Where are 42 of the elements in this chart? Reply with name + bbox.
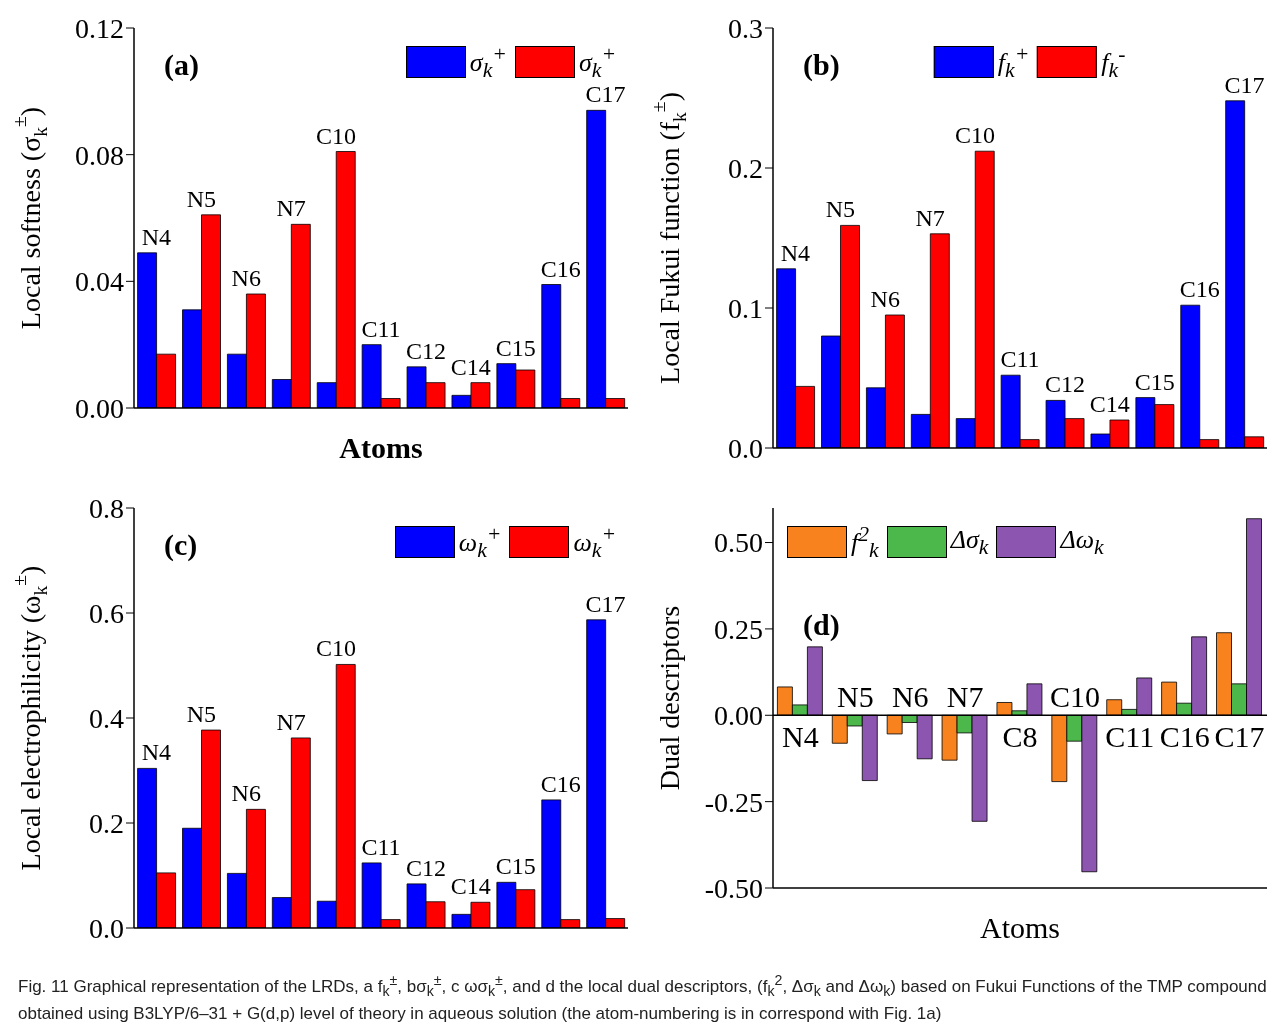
legend-label: Δσ$_{k}$: [950, 524, 989, 561]
y-tick-label: 0.12: [75, 12, 124, 44]
category-label: N5: [837, 680, 874, 714]
y-tick-label: 0.00: [714, 700, 763, 732]
x-axis-title: Atoms: [339, 431, 423, 464]
y-tick-label: 0.0: [89, 912, 124, 944]
category-label: C14: [1089, 391, 1130, 417]
category-label: N6: [891, 680, 929, 714]
annotation: (a): [164, 48, 199, 82]
x-tick-label: C12: [405, 337, 446, 364]
y-tick-label: 0.2: [728, 152, 763, 184]
y-tick-label: 0.4: [89, 702, 124, 734]
y-tick-label: 0.08: [75, 139, 124, 171]
y-tick-label: 0.8: [89, 492, 124, 524]
y-tick-label: 0.2: [89, 807, 124, 839]
y-tick-label: 0.25: [714, 613, 763, 645]
y-tick-label: 0.1: [728, 292, 763, 324]
y-tick-label: 0.0: [728, 432, 763, 464]
annotation: (b): [803, 48, 840, 82]
category-label: C16: [1179, 276, 1220, 303]
text: Fig. 11 Graphical representation of the LRDs, a f$_{k}$$^{±}$, bσ$_{k}$$^{±}$, c ωσ$_{k}$$^{±}$, and d the local dual descriptors, (f$_{k}$$^{2}$, Δσ$_{k}$ and Δω$_{k}$) based on Fukui Functions of the TMP compound obtained using B3LYP/6–31 + G(d,p) level of theory in aqueous solution (the atom-numbering is in correspond with Fig. 1a): [18, 972, 1267, 1023]
y-tick-label: 0.50: [714, 527, 763, 559]
y-tick-label: -0.25: [704, 786, 763, 818]
category-label: C10: [955, 122, 996, 149]
annotation: (d): [803, 608, 840, 642]
annotation: (c): [164, 528, 198, 562]
legend-label: Δω$_{k}$: [1060, 524, 1104, 561]
y-axis-title: Dual descriptors: [653, 605, 685, 791]
category-label: N6: [870, 286, 900, 312]
y-tick-label: 0.04: [75, 266, 124, 298]
category-label: C10: [1049, 680, 1100, 714]
category-label: C15: [1134, 368, 1175, 395]
y-tick-label: 0.6: [89, 597, 124, 629]
y-tick-label: -0.50: [704, 872, 763, 904]
category-label: C12: [1044, 371, 1085, 398]
category-label: C17: [1224, 71, 1265, 98]
category-label: N7: [946, 680, 984, 714]
category-label: N7: [915, 204, 945, 231]
category-label: C8: [1002, 719, 1038, 753]
x-axis-title: Atoms: [979, 911, 1061, 944]
y-tick-label: 0.3: [728, 12, 763, 44]
y-tick-label: 0.00: [75, 392, 124, 424]
